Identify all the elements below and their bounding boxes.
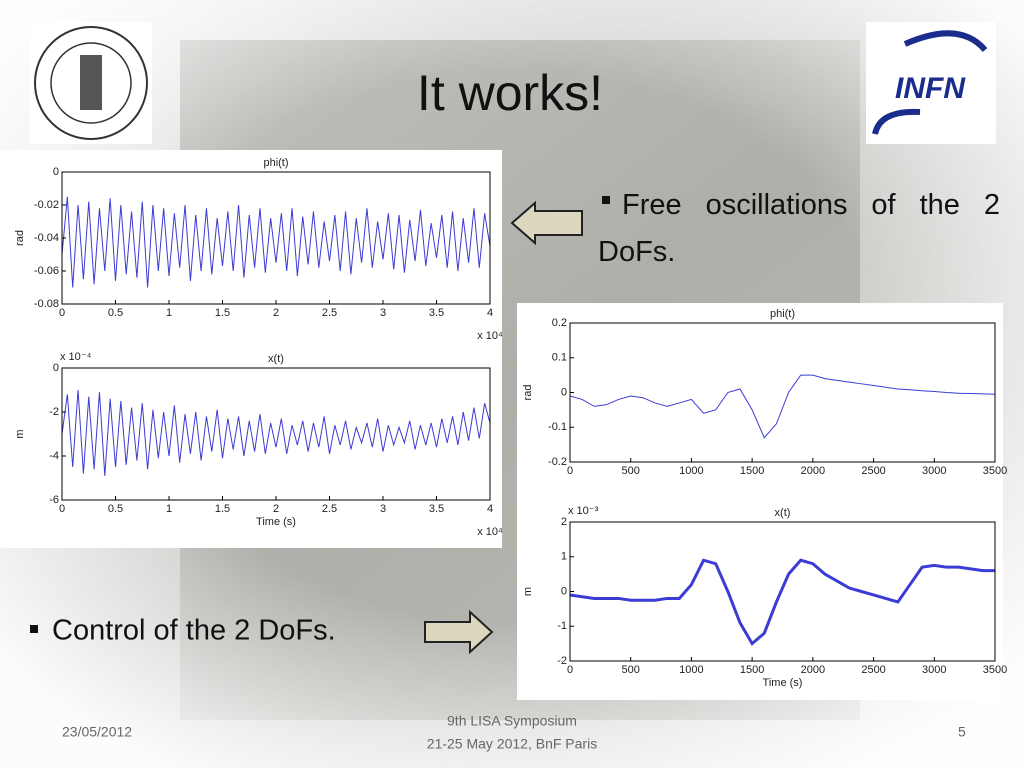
x-tick-label: 500 bbox=[622, 465, 640, 477]
x-tick-label: 2 bbox=[273, 503, 279, 515]
y-tick-label: -2 bbox=[49, 406, 59, 418]
y-tick-label: 0.2 bbox=[552, 317, 567, 329]
title: It works! bbox=[417, 65, 603, 121]
x-tick-label: 3.5 bbox=[429, 503, 444, 515]
x-tick-label: 1500 bbox=[740, 465, 764, 477]
x-tick-label: 500 bbox=[622, 664, 640, 676]
x-tick-label: 2.5 bbox=[322, 503, 337, 515]
x-tick-label: 3.5 bbox=[429, 307, 444, 319]
x-tick-label: 3 bbox=[380, 503, 386, 515]
x-axis-label: Time (s) bbox=[763, 677, 803, 689]
chart-title: phi(t) bbox=[770, 308, 795, 320]
univ-logo bbox=[30, 22, 152, 144]
x-tick-label: 3500 bbox=[983, 664, 1007, 676]
arrow bbox=[510, 200, 583, 246]
x-tick-label: 2.5 bbox=[322, 307, 337, 319]
plot-panel bbox=[0, 150, 502, 548]
bullet-text: Free oscillations of the 2 DoFs. bbox=[598, 189, 1000, 268]
y-multiplier: x 10⁻³ bbox=[568, 505, 599, 517]
y-tick-label: -2 bbox=[557, 655, 567, 667]
x-multiplier: x 10⁴ bbox=[477, 526, 503, 538]
series-line bbox=[569, 374, 996, 439]
x-tick-label: 0.5 bbox=[108, 307, 123, 319]
x-tick-label: 2500 bbox=[861, 465, 885, 477]
x-tick-label: 0 bbox=[59, 503, 65, 515]
y-axis-label: rad bbox=[14, 230, 26, 246]
footer-event: 21-25 May 2012, BnF Paris bbox=[427, 736, 597, 752]
plot-panel bbox=[517, 303, 1003, 700]
x-tick-label: 1 bbox=[166, 503, 172, 515]
arrow bbox=[424, 609, 494, 655]
x-tick-label: 3000 bbox=[922, 664, 946, 676]
footer-date: 23/05/2012 bbox=[62, 724, 132, 740]
logo-text: INFN bbox=[895, 72, 966, 105]
y-axis-label: m bbox=[14, 429, 26, 438]
series-line bbox=[569, 558, 995, 646]
x-tick-label: 1 bbox=[166, 307, 172, 319]
y-tick-label: -0.1 bbox=[548, 421, 567, 433]
x-tick-label: 1.5 bbox=[215, 503, 230, 515]
x-tick-label: 4 bbox=[487, 503, 493, 515]
y-tick-label: 0 bbox=[53, 166, 59, 178]
x-tick-label: 0 bbox=[567, 465, 573, 477]
x-tick-label: 3000 bbox=[922, 465, 946, 477]
y-tick-label: -0.2 bbox=[548, 456, 567, 468]
infn-logo: INFN bbox=[866, 22, 996, 144]
y-tick-label: -0.04 bbox=[34, 232, 59, 244]
x-tick-label: 0 bbox=[59, 307, 65, 319]
x-tick-label: 4 bbox=[487, 307, 493, 319]
y-tick-label: -1 bbox=[557, 620, 567, 632]
chart-title: x(t) bbox=[775, 507, 791, 519]
chart-title: x(t) bbox=[268, 353, 284, 365]
y-tick-label: -0.08 bbox=[34, 298, 59, 310]
x-tick-label: 1500 bbox=[740, 664, 764, 676]
x-tick-label: 1000 bbox=[679, 465, 703, 477]
series-line bbox=[61, 389, 491, 476]
bullet-text: Control of the 2 DoFs. bbox=[52, 615, 336, 647]
y-tick-label: 2 bbox=[561, 516, 567, 528]
x-tick-label: 0.5 bbox=[108, 503, 123, 515]
footer-page: 5 bbox=[958, 724, 966, 740]
y-tick-label: -6 bbox=[49, 494, 59, 506]
y-tick-label: -4 bbox=[49, 450, 59, 462]
bullet bbox=[30, 625, 38, 633]
y-tick-label: 0.1 bbox=[552, 352, 567, 364]
x-tick-label: 3 bbox=[380, 307, 386, 319]
y-axis-label: rad bbox=[522, 385, 534, 401]
y-tick-label: 1 bbox=[561, 551, 567, 563]
chart-title: phi(t) bbox=[263, 157, 288, 169]
footer-event: 9th LISA Symposium bbox=[447, 713, 577, 729]
x-tick-label: 3500 bbox=[983, 465, 1007, 477]
y-tick-label: 0 bbox=[561, 386, 567, 398]
y-tick-label: 0 bbox=[561, 585, 567, 597]
y-axis-label: m bbox=[522, 587, 534, 596]
y-tick-label: -0.02 bbox=[34, 199, 59, 211]
y-multiplier: x 10⁻⁴ bbox=[60, 351, 92, 363]
y-tick-label: 0 bbox=[53, 362, 59, 374]
x-tick-label: 1000 bbox=[679, 664, 703, 676]
x-multiplier: x 10⁴ bbox=[477, 330, 503, 342]
x-tick-label: 0 bbox=[567, 664, 573, 676]
series-line bbox=[61, 196, 491, 288]
bullet bbox=[602, 196, 610, 204]
x-tick-label: 2 bbox=[273, 307, 279, 319]
x-tick-label: 1.5 bbox=[215, 307, 230, 319]
x-tick-label: 2500 bbox=[861, 664, 885, 676]
x-tick-label: 2000 bbox=[801, 465, 825, 477]
x-tick-label: 2000 bbox=[801, 664, 825, 676]
x-axis-label: Time (s) bbox=[256, 516, 296, 528]
y-tick-label: -0.06 bbox=[34, 265, 59, 277]
